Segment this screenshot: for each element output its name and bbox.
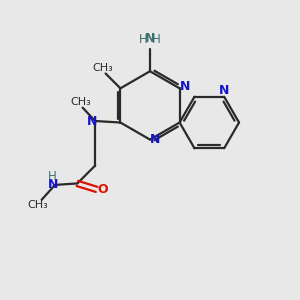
Text: H: H (139, 33, 148, 46)
Text: H: H (48, 170, 57, 183)
Text: H: H (152, 33, 161, 46)
Text: O: O (97, 183, 108, 196)
Text: N: N (180, 80, 190, 93)
Text: N: N (219, 84, 230, 97)
Text: N: N (145, 32, 155, 45)
Text: N: N (86, 115, 97, 128)
Text: CH₃: CH₃ (71, 97, 92, 107)
Text: CH₃: CH₃ (28, 200, 48, 210)
Text: N: N (47, 178, 58, 191)
Text: N: N (150, 133, 161, 146)
Text: CH₃: CH₃ (92, 63, 113, 73)
